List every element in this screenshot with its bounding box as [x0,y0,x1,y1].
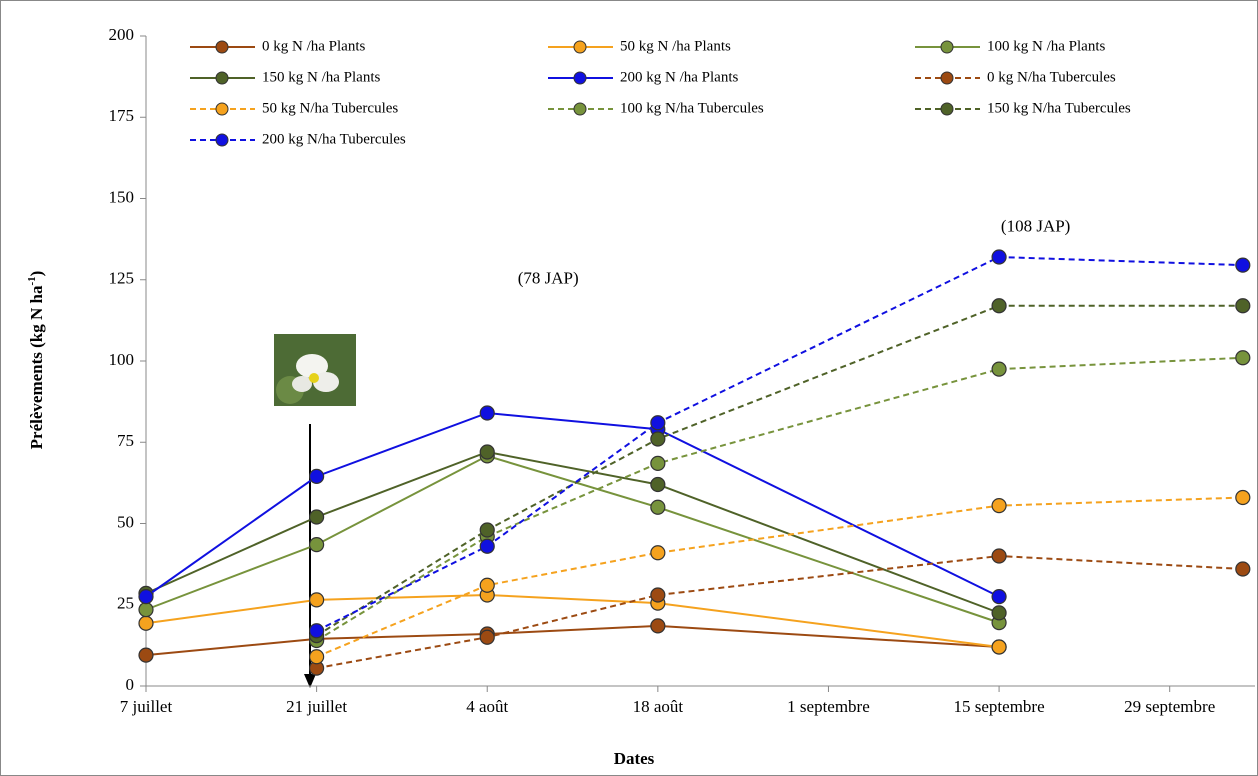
data-point [310,469,324,483]
chart: Dates Prélèvements (kg N ha-1) 0 25 50 75 10… [0,0,1258,776]
legend-marker [941,41,953,53]
y-tick-label: 200 [109,25,135,44]
x-axis-label: Dates [614,749,655,768]
legend-label: 50 kg N/ha Tubercules [262,100,398,116]
data-point [992,640,1006,654]
legend-marker [574,103,586,115]
y-tick-label: 150 [109,187,135,206]
data-point [480,539,494,553]
data-point [992,549,1006,563]
legend-marker [574,41,586,53]
data-point [139,590,153,604]
legend-marker [574,72,586,84]
legend-label: 200 kg N /ha Plants [620,69,738,85]
data-point [651,588,665,602]
y-tick-label: 125 [109,269,135,288]
y-label-sup: -1 [26,276,38,285]
legend-label: 0 kg N /ha Plants [262,38,365,54]
data-point [480,445,494,459]
data-point [480,523,494,537]
data-point [992,499,1006,513]
data-point [651,456,665,470]
data-point [1236,351,1250,365]
data-point [992,299,1006,313]
data-point [139,603,153,617]
data-point [480,630,494,644]
data-point [651,500,665,514]
x-tick-label: 7 juillet [120,697,173,716]
legend-label: 150 kg N/ha Tubercules [987,100,1131,116]
data-point [992,590,1006,604]
legend-label: 100 kg N /ha Plants [987,38,1105,54]
flower-photo [274,334,356,406]
y-tick-label: 0 [126,675,135,694]
y-tick-label: 25 [117,594,134,613]
y-tick-label: 175 [109,106,135,125]
data-point [139,616,153,630]
data-point [310,538,324,552]
x-tick-label: 21 juillet [286,697,347,716]
chart-frame [1,1,1258,776]
data-point [480,578,494,592]
x-tick-label: 18 août [633,697,684,716]
legend-marker [941,72,953,84]
data-point [139,648,153,662]
legend-label: 50 kg N /ha Plants [620,38,731,54]
data-point [651,416,665,430]
legend-marker [941,103,953,115]
data-point [651,619,665,633]
legend-marker [216,103,228,115]
data-point [992,250,1006,264]
legend-marker [216,72,228,84]
legend-label: 0 kg N/ha Tubercules [987,69,1116,85]
data-point [992,606,1006,620]
y-axis-label: Prélèvements (kg N ha-1) [26,271,46,450]
data-point [651,432,665,446]
legend-label: 200 kg N/ha Tubercules [262,131,406,147]
y-tick-label: 100 [109,350,135,369]
x-tick-label: 15 septembre [954,697,1045,716]
data-point [310,624,324,638]
data-point [651,478,665,492]
y-label-text: Prélèvements (kg N ha [27,285,46,449]
y-label-end: ) [27,271,46,277]
data-point [1236,491,1250,505]
x-tick-label: 29 septembre [1124,697,1215,716]
legend-label: 150 kg N /ha Plants [262,69,380,85]
y-tick-label: 50 [117,512,134,531]
annotation: (108 JAP) [1001,217,1070,236]
data-point [310,510,324,524]
x-tick-label: 4 août [466,697,508,716]
y-tick-label: 75 [117,431,134,450]
data-point [651,546,665,560]
x-tick-label: 1 septembre [787,697,870,716]
data-point [310,650,324,664]
annotation: (78 JAP) [518,269,579,288]
data-point [310,593,324,607]
data-point [1236,258,1250,272]
legend-marker [216,41,228,53]
data-point [480,406,494,420]
data-point [1236,562,1250,576]
legend-label: 100 kg N/ha Tubercules [620,100,764,116]
legend-marker [216,134,228,146]
data-point [1236,299,1250,313]
data-point [992,362,1006,376]
